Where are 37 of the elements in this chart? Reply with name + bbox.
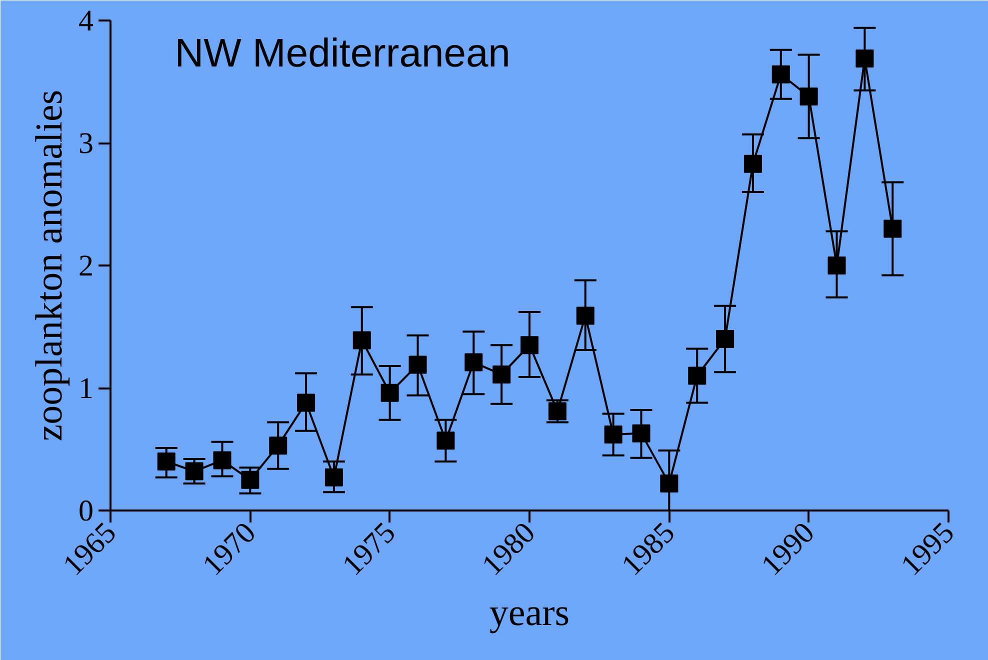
point (856, 49, 874, 68)
chart-title: NW Mediterranean (174, 32, 510, 76)
y-tick-label: 4 (78, 4, 94, 38)
y-tick-label: 1 (78, 372, 94, 405)
x-tick-label: 1970 (196, 516, 262, 582)
point (380, 384, 399, 402)
point (772, 65, 790, 84)
y-tick-label: 3 (78, 127, 94, 160)
point (604, 426, 622, 444)
point (157, 452, 176, 470)
point (800, 87, 818, 106)
y-tick-label: 2 (78, 250, 94, 282)
point (269, 436, 288, 455)
x-axis-title: years (489, 592, 570, 634)
point (744, 154, 762, 173)
point (324, 468, 343, 486)
y-axis-title: zooplankton anomalies (28, 90, 70, 442)
point (492, 366, 511, 384)
point (408, 356, 427, 374)
point (241, 470, 260, 489)
point (660, 474, 678, 493)
point (520, 336, 538, 354)
x-tick-label: 1980 (476, 516, 542, 582)
point (213, 451, 232, 470)
x-tick-label: 1990 (755, 516, 821, 582)
point (884, 220, 902, 238)
point (352, 331, 371, 350)
point (576, 306, 594, 325)
point (688, 366, 706, 385)
point (828, 256, 846, 274)
point (436, 432, 455, 450)
point (185, 462, 204, 480)
point (464, 353, 483, 372)
point (297, 394, 316, 412)
y-tick-label: 0 (78, 494, 94, 528)
point (632, 424, 650, 442)
point (716, 330, 734, 348)
